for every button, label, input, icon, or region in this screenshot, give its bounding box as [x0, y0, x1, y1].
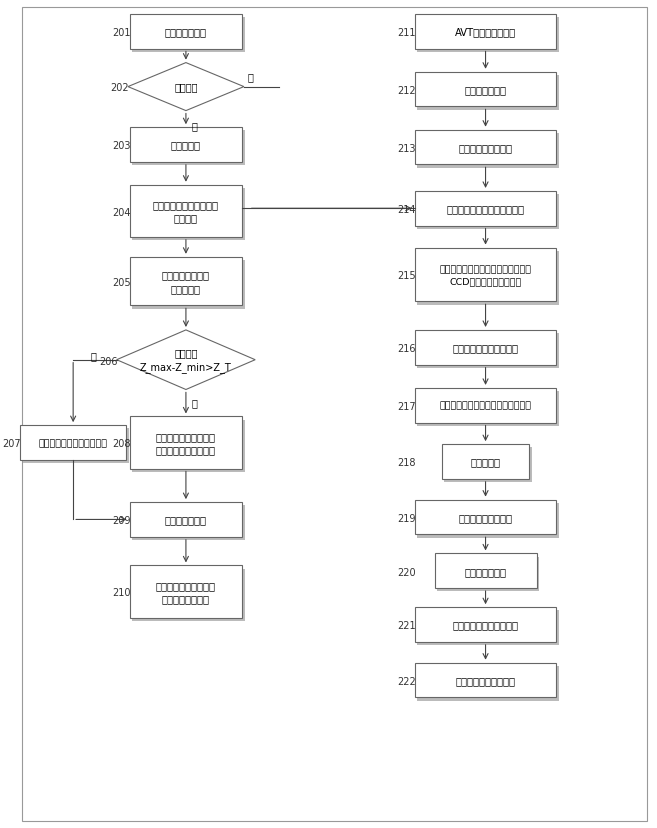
Bar: [129, 128, 242, 163]
Bar: [417, 611, 559, 646]
Text: 图像处理参数初始化: 图像处理参数初始化: [459, 143, 512, 153]
Text: 接收和解析: 接收和解析: [171, 141, 201, 151]
Bar: [417, 252, 559, 306]
Bar: [417, 134, 559, 168]
Bar: [434, 554, 537, 589]
Text: 215: 215: [397, 271, 416, 281]
Bar: [132, 18, 245, 53]
Bar: [415, 191, 556, 226]
Bar: [437, 557, 539, 592]
Text: 203: 203: [112, 142, 131, 152]
Bar: [129, 15, 242, 50]
Bar: [132, 261, 245, 310]
Text: 209: 209: [112, 516, 131, 526]
Text: 210: 210: [112, 588, 131, 598]
Text: 202: 202: [110, 84, 129, 94]
Bar: [415, 608, 556, 643]
Bar: [417, 503, 559, 538]
Text: 208: 208: [112, 439, 131, 449]
Bar: [132, 420, 245, 472]
Text: 图像预处理（滤波去噪）: 图像预处理（滤波去噪）: [453, 343, 518, 353]
Text: 206: 206: [99, 356, 118, 366]
Bar: [417, 334, 559, 368]
Bar: [415, 388, 556, 423]
Text: 是: 是: [191, 397, 197, 407]
Bar: [129, 416, 242, 469]
Text: 将激光雷达数据通过坐标变换映射至
CCD摄像机的像素坐标系: 将激光雷达数据通过坐标变换映射至 CCD摄像机的像素坐标系: [440, 265, 532, 286]
Text: 获取视频帧图像: 获取视频帧图像: [464, 85, 507, 95]
Text: 213: 213: [397, 144, 416, 154]
Text: 216: 216: [397, 344, 416, 354]
Text: 接收激光雷达检测的距离数据: 接收激光雷达检测的距离数据: [447, 204, 524, 214]
Bar: [132, 569, 245, 621]
Polygon shape: [117, 330, 255, 390]
Text: 201: 201: [112, 28, 131, 38]
Text: 障碍点聚类分析: 障碍点聚类分析: [165, 515, 207, 525]
Text: 221: 221: [397, 621, 416, 631]
Text: 217: 217: [397, 402, 416, 412]
Text: 将点云数据转换转换至直
角坐标系: 将点云数据转换转换至直 角坐标系: [153, 200, 219, 223]
Text: 219: 219: [397, 513, 416, 523]
Bar: [415, 662, 556, 697]
Text: 连通域标记: 连通域标记: [470, 457, 501, 467]
Text: 视频显示输出目标参数: 视频显示输出目标参数: [455, 675, 516, 685]
Text: 每个棵格
Z_max-Z_min>Z_T: 每个棵格 Z_max-Z_min>Z_T: [140, 349, 232, 373]
Bar: [417, 195, 559, 229]
Text: 求取障碍的几何中心坐
标、尺寸轮廓信息: 求取障碍的几何中心坐 标、尺寸轮廓信息: [156, 580, 216, 604]
Bar: [417, 392, 559, 426]
Text: AVT相机参数初始化: AVT相机参数初始化: [455, 27, 516, 37]
Text: 获取障碍的轮廓信息: 获取障碍的轮廓信息: [459, 513, 512, 522]
Bar: [415, 500, 556, 535]
Text: 否: 否: [91, 351, 97, 361]
Text: 207: 207: [3, 439, 21, 449]
Text: 正常工作: 正常工作: [174, 83, 198, 93]
Text: 将点云数据映射到
棵格地图上: 将点云数据映射到 棵格地图上: [162, 270, 210, 293]
Bar: [20, 426, 126, 460]
Bar: [415, 330, 556, 365]
Bar: [442, 445, 530, 479]
Bar: [132, 132, 245, 166]
Bar: [132, 506, 245, 541]
Text: 212: 212: [397, 86, 416, 96]
Text: 220: 220: [397, 567, 416, 577]
Text: 区域生长（种子点为激光雷达数据）: 区域生长（种子点为激光雷达数据）: [440, 402, 532, 410]
Text: 211: 211: [397, 28, 416, 38]
Text: 目标剔除与合并: 目标剔除与合并: [464, 566, 507, 576]
Bar: [132, 189, 245, 241]
Bar: [417, 76, 559, 111]
Bar: [415, 15, 556, 50]
Text: 214: 214: [397, 205, 416, 214]
Bar: [129, 503, 242, 537]
Text: 将该棵格设置为非障碍棵格: 将该棵格设置为非障碍棵格: [39, 439, 108, 447]
Text: 204: 204: [112, 207, 131, 217]
Bar: [415, 248, 556, 302]
Bar: [129, 185, 242, 238]
Text: 将该棵格置为障碍棵格
同时记录障碍物打描点: 将该棵格置为障碍棵格 同时记录障碍物打描点: [156, 431, 216, 455]
Bar: [129, 258, 242, 306]
Bar: [415, 73, 556, 108]
Bar: [444, 448, 532, 483]
Text: 222: 222: [397, 676, 416, 686]
Text: 否: 否: [247, 73, 253, 83]
Bar: [129, 566, 242, 618]
Bar: [417, 666, 559, 700]
Bar: [417, 18, 559, 53]
Polygon shape: [128, 64, 244, 112]
Bar: [415, 131, 556, 166]
Bar: [22, 429, 129, 464]
Text: 218: 218: [397, 458, 416, 468]
Text: 205: 205: [112, 277, 131, 287]
Text: 激光雷达初始化: 激光雷达初始化: [165, 27, 207, 37]
Text: 是: 是: [191, 122, 197, 132]
Text: 图像数据与距离数据融合: 图像数据与距离数据融合: [453, 620, 518, 630]
